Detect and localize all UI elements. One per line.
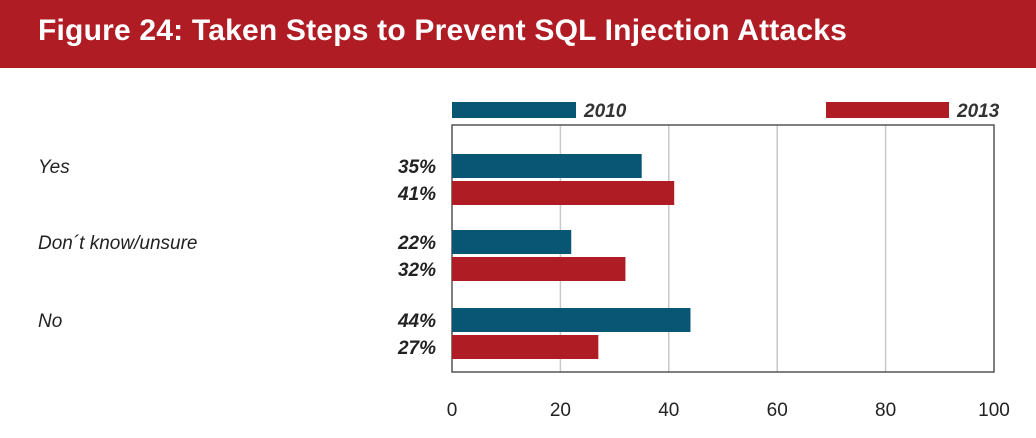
bar-chart: 0 20 40 60 80 100 Yes 35% 41% Don´t know/unsure 22… — [38, 101, 1010, 421]
x-tick-label: 80 — [875, 400, 896, 421]
bar-2013 — [452, 181, 675, 205]
x-tick-label: 60 — [767, 400, 788, 421]
category-label: Yes — [38, 157, 70, 178]
chart-title: Figure 24: Taken Steps to Prevent SQL In… — [38, 14, 847, 47]
legend-label: 2013 — [956, 101, 1000, 122]
bar-2013 — [452, 335, 599, 359]
category-label: No — [38, 311, 62, 332]
x-tick-label: 20 — [550, 400, 571, 421]
data-label: 41% — [397, 184, 436, 205]
x-tick-label: 100 — [978, 400, 1010, 421]
legend-swatch — [452, 102, 576, 118]
x-tick-label: 40 — [658, 400, 679, 421]
bar-2010 — [452, 308, 691, 332]
data-label: 44% — [397, 311, 436, 332]
legend-swatch — [826, 102, 949, 118]
bar-2010 — [452, 154, 642, 178]
bar-2010 — [452, 230, 572, 254]
data-label: 32% — [398, 260, 436, 281]
x-tick-label: 0 — [447, 400, 458, 421]
data-label: 27% — [397, 338, 436, 359]
title-banner: Figure 24: Taken Steps to Prevent SQL In… — [0, 0, 1036, 68]
legend-label: 2010 — [583, 101, 627, 122]
category-label: Don´t know/unsure — [38, 233, 197, 254]
data-label: 22% — [397, 233, 436, 254]
bar-2013 — [452, 257, 626, 281]
data-label: 35% — [398, 157, 436, 178]
